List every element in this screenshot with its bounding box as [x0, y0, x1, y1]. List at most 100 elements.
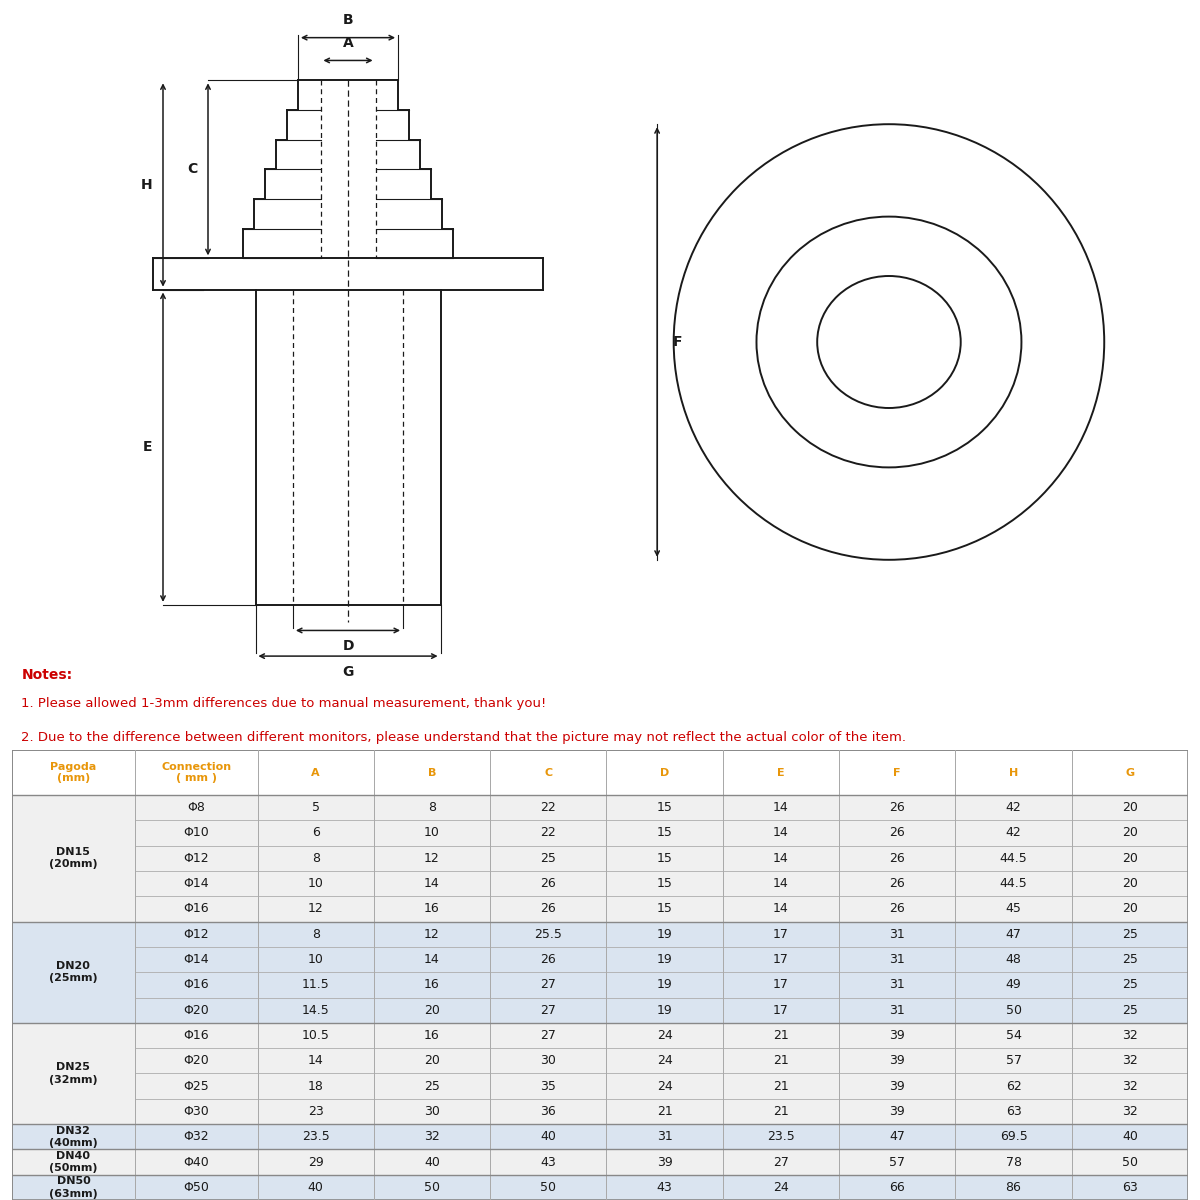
Text: 48: 48 [1006, 953, 1021, 966]
Text: 21: 21 [773, 1028, 788, 1042]
Text: Connection
( mm ): Connection ( mm ) [161, 762, 232, 784]
Text: G: G [1126, 768, 1134, 778]
Text: 17: 17 [773, 978, 788, 991]
Bar [955, 1124, 1072, 1150]
Text: 63: 63 [1122, 1181, 1138, 1194]
Bar [134, 1124, 258, 1150]
Text: 49: 49 [1006, 978, 1021, 991]
Text: 40: 40 [1122, 1130, 1138, 1144]
Text: 32: 32 [1122, 1080, 1138, 1092]
Bar [1072, 871, 1188, 896]
Bar [722, 1175, 839, 1200]
Bar [1072, 1175, 1188, 1200]
Text: Φ32: Φ32 [184, 1130, 209, 1144]
Bar [374, 1150, 490, 1175]
Text: 47: 47 [889, 1130, 905, 1144]
Bar [490, 750, 606, 794]
Text: 26: 26 [540, 877, 556, 890]
Text: E: E [778, 768, 785, 778]
Text: 21: 21 [656, 1105, 672, 1118]
Text: 35: 35 [540, 1080, 557, 1092]
Bar [839, 846, 955, 871]
Text: F: F [894, 768, 901, 778]
Bar [374, 871, 490, 896]
Bar [374, 947, 490, 972]
Text: B: B [428, 768, 436, 778]
Text: 15: 15 [656, 852, 672, 865]
Bar [490, 972, 606, 997]
Bar [374, 922, 490, 947]
Text: 20: 20 [1122, 902, 1138, 916]
Bar [374, 1124, 490, 1150]
Text: 17: 17 [773, 928, 788, 941]
Bar [955, 1175, 1072, 1200]
Bar [1072, 1022, 1188, 1048]
Bar [490, 1150, 606, 1175]
Bar [258, 871, 374, 896]
Text: 27: 27 [540, 1003, 557, 1016]
Bar [258, 1022, 374, 1048]
Text: 8: 8 [312, 928, 319, 941]
Text: Φ14: Φ14 [184, 877, 209, 890]
Bar [955, 846, 1072, 871]
Text: 14: 14 [773, 852, 788, 865]
Text: 15: 15 [656, 827, 672, 840]
Bar [1072, 997, 1188, 1022]
Text: 15: 15 [656, 802, 672, 814]
Bar [839, 1099, 955, 1124]
Text: 21: 21 [773, 1080, 788, 1092]
Text: 42: 42 [1006, 827, 1021, 840]
Text: 17: 17 [773, 953, 788, 966]
Text: 26: 26 [889, 902, 905, 916]
Text: 63: 63 [1006, 1105, 1021, 1118]
Bar [134, 896, 258, 922]
Text: C: C [545, 768, 552, 778]
Bar [258, 896, 374, 922]
Text: 16: 16 [424, 1028, 440, 1042]
Text: 86: 86 [1006, 1181, 1021, 1194]
Text: 24: 24 [656, 1055, 672, 1067]
Bar [134, 1074, 258, 1099]
Text: Φ16: Φ16 [184, 902, 209, 916]
Bar [606, 896, 722, 922]
Text: Φ16: Φ16 [184, 978, 209, 991]
Text: 8: 8 [428, 802, 436, 814]
Bar [606, 1022, 722, 1048]
Text: 26: 26 [889, 802, 905, 814]
Text: 6: 6 [312, 827, 319, 840]
Text: DN20
(25mm): DN20 (25mm) [49, 961, 97, 983]
Bar [258, 947, 374, 972]
Text: 15: 15 [656, 877, 672, 890]
Text: 14: 14 [773, 827, 788, 840]
Bar [134, 1099, 258, 1124]
Bar [839, 1022, 955, 1048]
Bar [258, 972, 374, 997]
Text: 26: 26 [889, 827, 905, 840]
Text: Φ12: Φ12 [184, 852, 209, 865]
Bar [1072, 1150, 1188, 1175]
Text: 29: 29 [308, 1156, 324, 1169]
Bar [258, 1048, 374, 1074]
Text: 12: 12 [424, 852, 440, 865]
Text: 25: 25 [1122, 978, 1138, 991]
Text: 23.5: 23.5 [767, 1130, 794, 1144]
Text: 16: 16 [424, 978, 440, 991]
Text: 22: 22 [540, 802, 556, 814]
Bar [258, 1099, 374, 1124]
Text: DN25
(32mm): DN25 (32mm) [49, 1062, 97, 1085]
Text: B: B [343, 13, 353, 28]
Bar [606, 922, 722, 947]
Text: 62: 62 [1006, 1080, 1021, 1092]
Text: 25: 25 [1122, 1003, 1138, 1016]
Text: 10: 10 [307, 877, 324, 890]
Bar [134, 750, 258, 794]
Text: 50: 50 [1006, 1003, 1021, 1016]
Bar [490, 794, 606, 821]
Bar [490, 947, 606, 972]
Bar [490, 1048, 606, 1074]
Text: A: A [311, 768, 320, 778]
Bar [12, 1022, 134, 1048]
Text: 19: 19 [656, 1003, 672, 1016]
Bar [606, 1074, 722, 1099]
Bar [606, 972, 722, 997]
